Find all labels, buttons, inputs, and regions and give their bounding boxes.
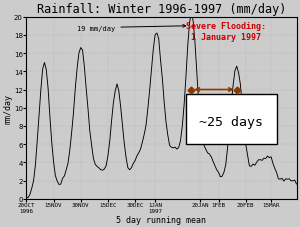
Y-axis label: mm/day: mm/day bbox=[4, 93, 13, 123]
Text: 19 mm/day: 19 mm/day bbox=[77, 25, 186, 31]
X-axis label: 5 day running mean: 5 day running mean bbox=[116, 215, 206, 224]
Text: ~25 days: ~25 days bbox=[199, 115, 263, 128]
Title: Rainfall: Winter 1996-1997 (mm/day): Rainfall: Winter 1996-1997 (mm/day) bbox=[37, 3, 286, 16]
FancyBboxPatch shape bbox=[186, 95, 277, 145]
Text: Severe Flooding:
1 January 1997: Severe Flooding: 1 January 1997 bbox=[186, 22, 266, 41]
